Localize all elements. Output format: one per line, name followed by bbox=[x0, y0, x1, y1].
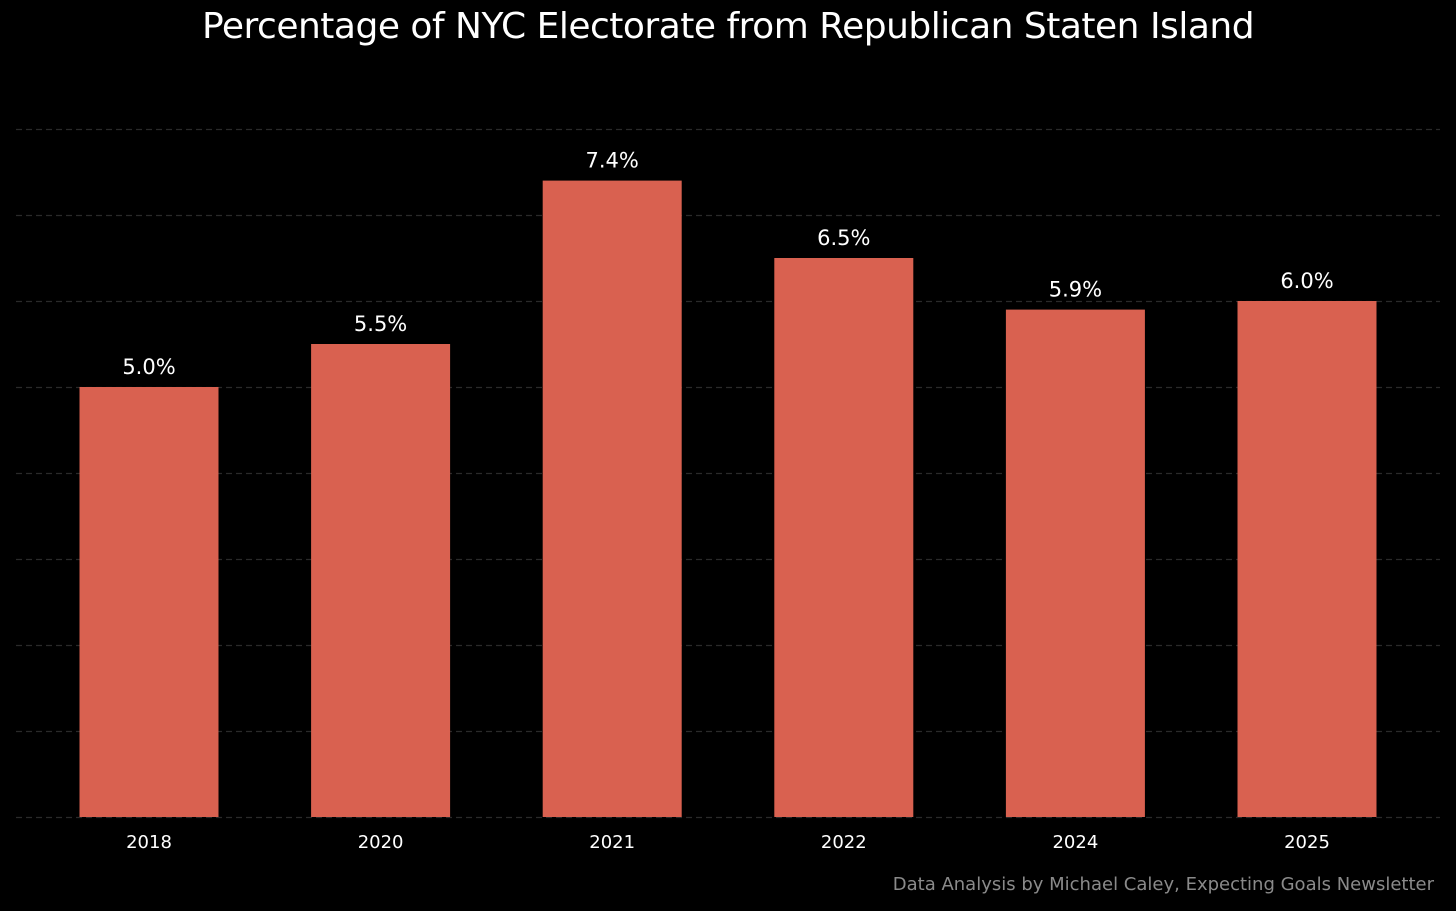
x-tick-label-2022: 2022 bbox=[821, 832, 867, 853]
value-label-2020: 5.5% bbox=[354, 312, 407, 336]
x-tick-label-2018: 2018 bbox=[126, 832, 172, 853]
bar-2025 bbox=[1237, 301, 1377, 817]
x-tick-label-2025: 2025 bbox=[1284, 832, 1330, 853]
bar-2021 bbox=[542, 180, 682, 818]
label-layer: 5.0% 2018 5.5% 2020 7.4% 2021 6.5% 2022 5.9% 2024… bbox=[122, 149, 1333, 853]
x-tick-label-2020: 2020 bbox=[358, 832, 404, 853]
value-label-2025: 6.0% bbox=[1280, 269, 1333, 293]
value-label-2018: 5.0% bbox=[122, 355, 175, 379]
bar-2018 bbox=[79, 387, 219, 817]
value-label-2024: 5.9% bbox=[1049, 278, 1102, 302]
x-tick-label-2024: 2024 bbox=[1052, 832, 1098, 853]
bar-2022 bbox=[774, 258, 914, 817]
credit-text: Data Analysis by Michael Caley, Expectin… bbox=[892, 874, 1434, 895]
bar-2020 bbox=[311, 344, 451, 817]
value-label-2021: 7.4% bbox=[586, 149, 639, 173]
value-label-2022: 6.5% bbox=[817, 226, 870, 250]
x-tick-label-2021: 2021 bbox=[589, 832, 635, 853]
grid-layer bbox=[16, 128, 1440, 819]
bar-layer bbox=[79, 180, 1377, 818]
bar-2024 bbox=[1005, 309, 1145, 817]
chart-title: Percentage of NYC Electorate from Republ… bbox=[201, 6, 1255, 47]
